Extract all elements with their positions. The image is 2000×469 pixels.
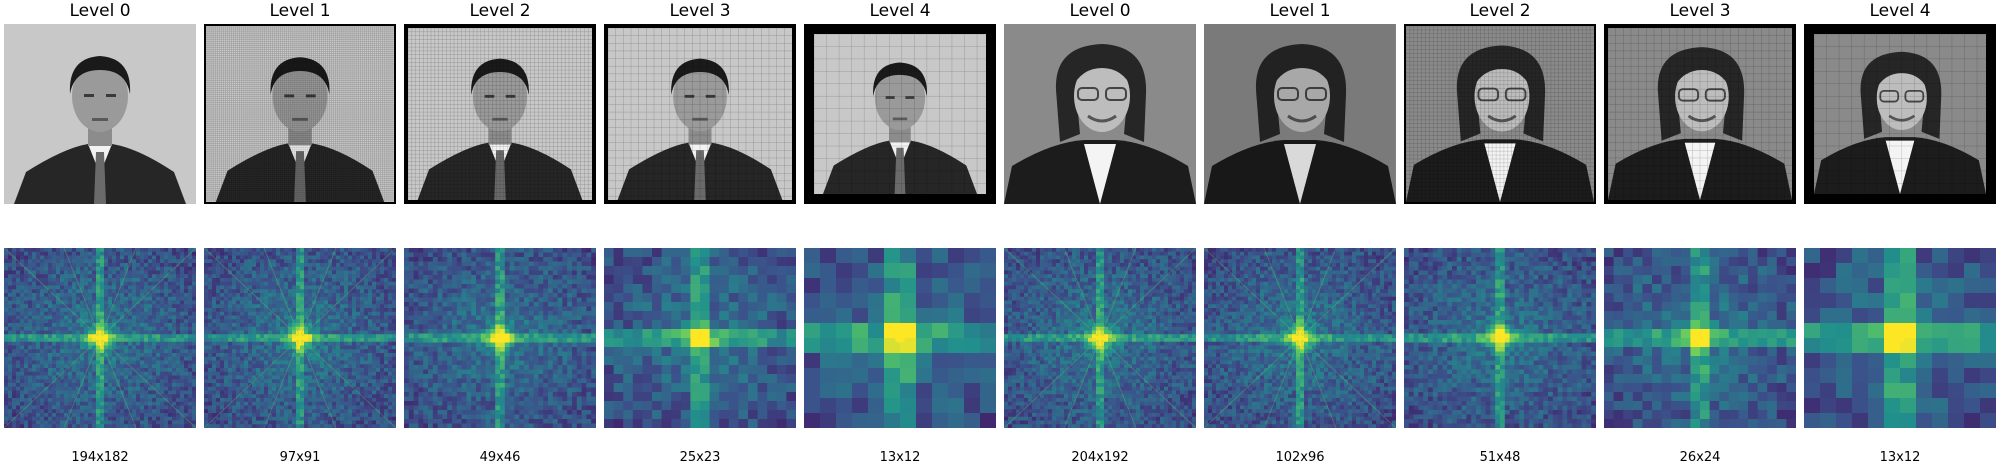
level-title: Level 0 bbox=[69, 1, 131, 21]
fourier-spectrum bbox=[4, 248, 196, 428]
level-title: Level 4 bbox=[1869, 1, 1931, 21]
fourier-spectrum bbox=[1004, 248, 1196, 428]
panel-column: Level 2 51x48 bbox=[1404, 0, 1596, 469]
image-size-label: 97x91 bbox=[279, 450, 321, 465]
image-size-label: 49x46 bbox=[479, 450, 521, 465]
level-title: Level 1 bbox=[1269, 1, 1331, 21]
image-size-label: 102x96 bbox=[1275, 450, 1325, 465]
level-title: Level 2 bbox=[469, 1, 531, 21]
image-size-label: 51x48 bbox=[1479, 450, 1521, 465]
image-size-label: 204x192 bbox=[1071, 450, 1129, 465]
grayscale-photo bbox=[1804, 24, 1996, 204]
fourier-spectrum bbox=[604, 248, 796, 428]
panel-column: Level 2 49x46 bbox=[404, 0, 596, 469]
level-title: Level 4 bbox=[869, 1, 931, 21]
image-size-label: 26x24 bbox=[1679, 450, 1721, 465]
level-title: Level 3 bbox=[669, 1, 731, 21]
panel-column: Level 1 102x96 bbox=[1204, 0, 1396, 469]
fourier-spectrum bbox=[1204, 248, 1396, 428]
panel-column: Level 4 13x12 bbox=[1804, 0, 1996, 469]
panel-column: Level 1 97x91 bbox=[204, 0, 396, 469]
image-size-label: 194x182 bbox=[71, 450, 129, 465]
fourier-spectrum bbox=[204, 248, 396, 428]
grayscale-photo bbox=[1604, 24, 1796, 204]
grayscale-photo bbox=[4, 24, 196, 204]
fourier-spectrum bbox=[804, 248, 996, 428]
level-title: Level 2 bbox=[1469, 1, 1531, 21]
fourier-spectrum bbox=[1404, 248, 1596, 428]
panel-column: Level 0 194x182 bbox=[4, 0, 196, 469]
fourier-spectrum bbox=[1804, 248, 1996, 428]
grayscale-photo bbox=[1404, 24, 1596, 204]
image-size-label: 13x12 bbox=[1879, 450, 1921, 465]
level-title: Level 0 bbox=[1069, 1, 1131, 21]
image-size-label: 25x23 bbox=[679, 450, 721, 465]
panel-column: Level 4 13x12 bbox=[804, 0, 996, 469]
fourier-spectrum bbox=[404, 248, 596, 428]
grayscale-photo bbox=[1004, 24, 1196, 204]
grayscale-photo bbox=[404, 24, 596, 204]
panel-column: Level 3 26x24 bbox=[1604, 0, 1796, 469]
level-title: Level 1 bbox=[269, 1, 331, 21]
grayscale-photo bbox=[804, 24, 996, 204]
panel-column: Level 3 25x23 bbox=[604, 0, 796, 469]
image-size-label: 13x12 bbox=[879, 450, 921, 465]
level-title: Level 3 bbox=[1669, 1, 1731, 21]
panel-column: Level 0 204x192 bbox=[1004, 0, 1196, 469]
grayscale-photo bbox=[204, 24, 396, 204]
fourier-spectrum bbox=[1604, 248, 1796, 428]
grayscale-photo bbox=[604, 24, 796, 204]
grayscale-photo bbox=[1204, 24, 1396, 204]
